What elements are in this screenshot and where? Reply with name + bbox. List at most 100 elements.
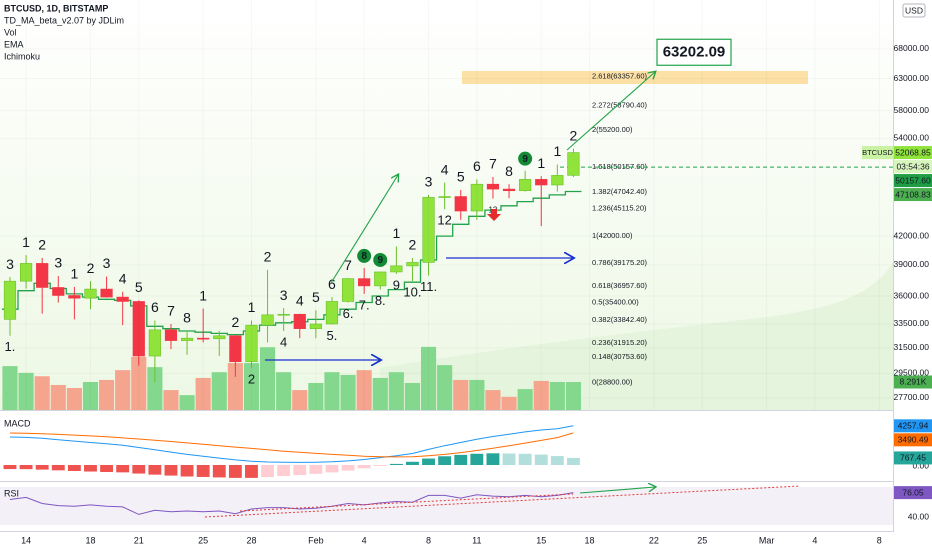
volume-bar: [356, 370, 372, 410]
price-tag-label: 50157.60: [895, 175, 931, 185]
candle-body: [148, 329, 161, 357]
indicator-name: EMA: [4, 39, 24, 49]
y-tick-label: 33500.00: [894, 318, 930, 328]
td-count: 4: [119, 270, 127, 286]
target-label: 63202.09: [663, 44, 726, 61]
x-tick-label: 4: [362, 535, 367, 545]
candle-body: [180, 337, 194, 341]
price-tag-label: 3490.49: [898, 435, 929, 445]
x-tick-label: 14: [21, 535, 31, 545]
rsi-trendline: [204, 485, 801, 518]
macd-histogram-bar: [180, 465, 194, 477]
volume-bar: [243, 363, 260, 410]
volume-bar: [163, 390, 179, 410]
candle-body: [19, 263, 33, 282]
indicator-name: Vol: [4, 27, 17, 37]
volume-bar: [82, 381, 99, 410]
ichimoku-cloud: [380, 262, 893, 410]
macd-histogram-bar: [389, 463, 403, 466]
macd-tick-label: 0.00: [912, 460, 929, 470]
volume-bar: [340, 374, 356, 410]
candle-body: [84, 288, 97, 299]
td-count: 8: [183, 310, 191, 326]
fib-level-label: 2.272(58790.40): [592, 100, 648, 109]
td-count: 2: [87, 260, 95, 276]
macd-histogram-bar: [422, 458, 435, 466]
x-tick-label: 15: [536, 535, 546, 545]
macd-histogram-bar: [261, 465, 275, 478]
x-tick-label: Mar: [759, 535, 775, 545]
y-tick-label: 42000.00: [894, 230, 930, 240]
td-count: 1: [199, 287, 207, 303]
td-count: 8: [505, 163, 513, 179]
macd-histogram-bar: [116, 465, 130, 473]
td-count-below: 7.: [359, 297, 370, 312]
y-tick-label: 58000.00: [894, 105, 930, 115]
fib-level-label: 0.382(33842.40): [592, 315, 648, 324]
macd-histogram-bar: [212, 465, 226, 478]
macd-histogram-bar: [357, 465, 371, 469]
symbol-chip: [862, 146, 893, 160]
volume-bar: [99, 379, 115, 410]
td-count: 3: [54, 255, 62, 271]
candle-body: [52, 287, 65, 296]
td-count: 2: [38, 237, 46, 253]
td-count: 5: [457, 169, 465, 185]
price-tag: [894, 188, 932, 202]
fib-level-label: 0.5(35400.00): [592, 298, 639, 307]
symbol-title: BTCUSD, 1D, BITSTAMP: [4, 3, 108, 13]
td-count: 1: [248, 299, 256, 315]
price-tag-label: 767.45: [900, 453, 926, 463]
td-count-below: 1.: [5, 339, 16, 354]
td-count: 8: [361, 251, 367, 262]
price-tag-label: 4257.94: [898, 421, 929, 431]
macd-line: [9, 425, 574, 463]
td-count: 1: [553, 143, 561, 159]
macd-histogram-bar: [148, 465, 162, 475]
td-count: 5: [312, 289, 320, 305]
fib-level-label: 1(42000.00): [592, 231, 633, 240]
price-tag: [894, 174, 932, 188]
rsi-title: RSI: [4, 488, 19, 498]
td-count-below: 6.: [343, 306, 354, 321]
td-count: 3: [425, 174, 433, 190]
td-count-below: 11.: [420, 279, 437, 294]
countdown-label: 03:54:36: [896, 161, 929, 171]
candle-body: [341, 278, 355, 302]
candle-body: [470, 183, 483, 212]
candle-body: [551, 175, 564, 186]
td-count-below: 5.: [327, 328, 338, 343]
td-count: 1: [537, 155, 545, 171]
macd-histogram-bar: [454, 454, 468, 466]
td-count-below: 9: [393, 277, 400, 292]
fib-level-label: 0.148(30753.60): [592, 352, 648, 361]
annotations: [204, 72, 801, 518]
price-tag: [894, 419, 932, 433]
macd-histogram-bar: [502, 453, 516, 466]
macd-histogram-bar: [3, 465, 17, 470]
volume-bar: [115, 370, 131, 410]
volume-bar: [565, 381, 582, 410]
price-tag-label: 52068.85: [895, 147, 931, 157]
candle-body: [374, 271, 387, 287]
y-tick-label: 29500.00: [894, 368, 930, 378]
y-tick-label: 54000.00: [894, 133, 930, 143]
volume-bar: [147, 367, 163, 410]
td-count: 2: [231, 314, 239, 330]
candle-body: [486, 183, 500, 190]
currency-box[interactable]: [902, 3, 926, 18]
volume-bar: [34, 376, 50, 410]
td-count: 2: [264, 249, 272, 265]
fib-level-label: 2.618(63357.60): [592, 71, 648, 80]
volume-bar: [227, 363, 243, 410]
macd-histogram-bar: [550, 456, 564, 466]
macd-title: MACD: [4, 418, 31, 428]
td-count-below: 12: [437, 213, 451, 228]
macd-histogram-bar: [325, 465, 339, 473]
candle-body: [358, 278, 371, 287]
indicator-name: TD_MA_beta_v2.07 by JDLim: [4, 15, 124, 25]
rsi-band: [0, 487, 893, 525]
volume-bar: [2, 366, 18, 410]
candle-body: [116, 296, 129, 302]
macd-histogram-bar: [228, 465, 242, 478]
